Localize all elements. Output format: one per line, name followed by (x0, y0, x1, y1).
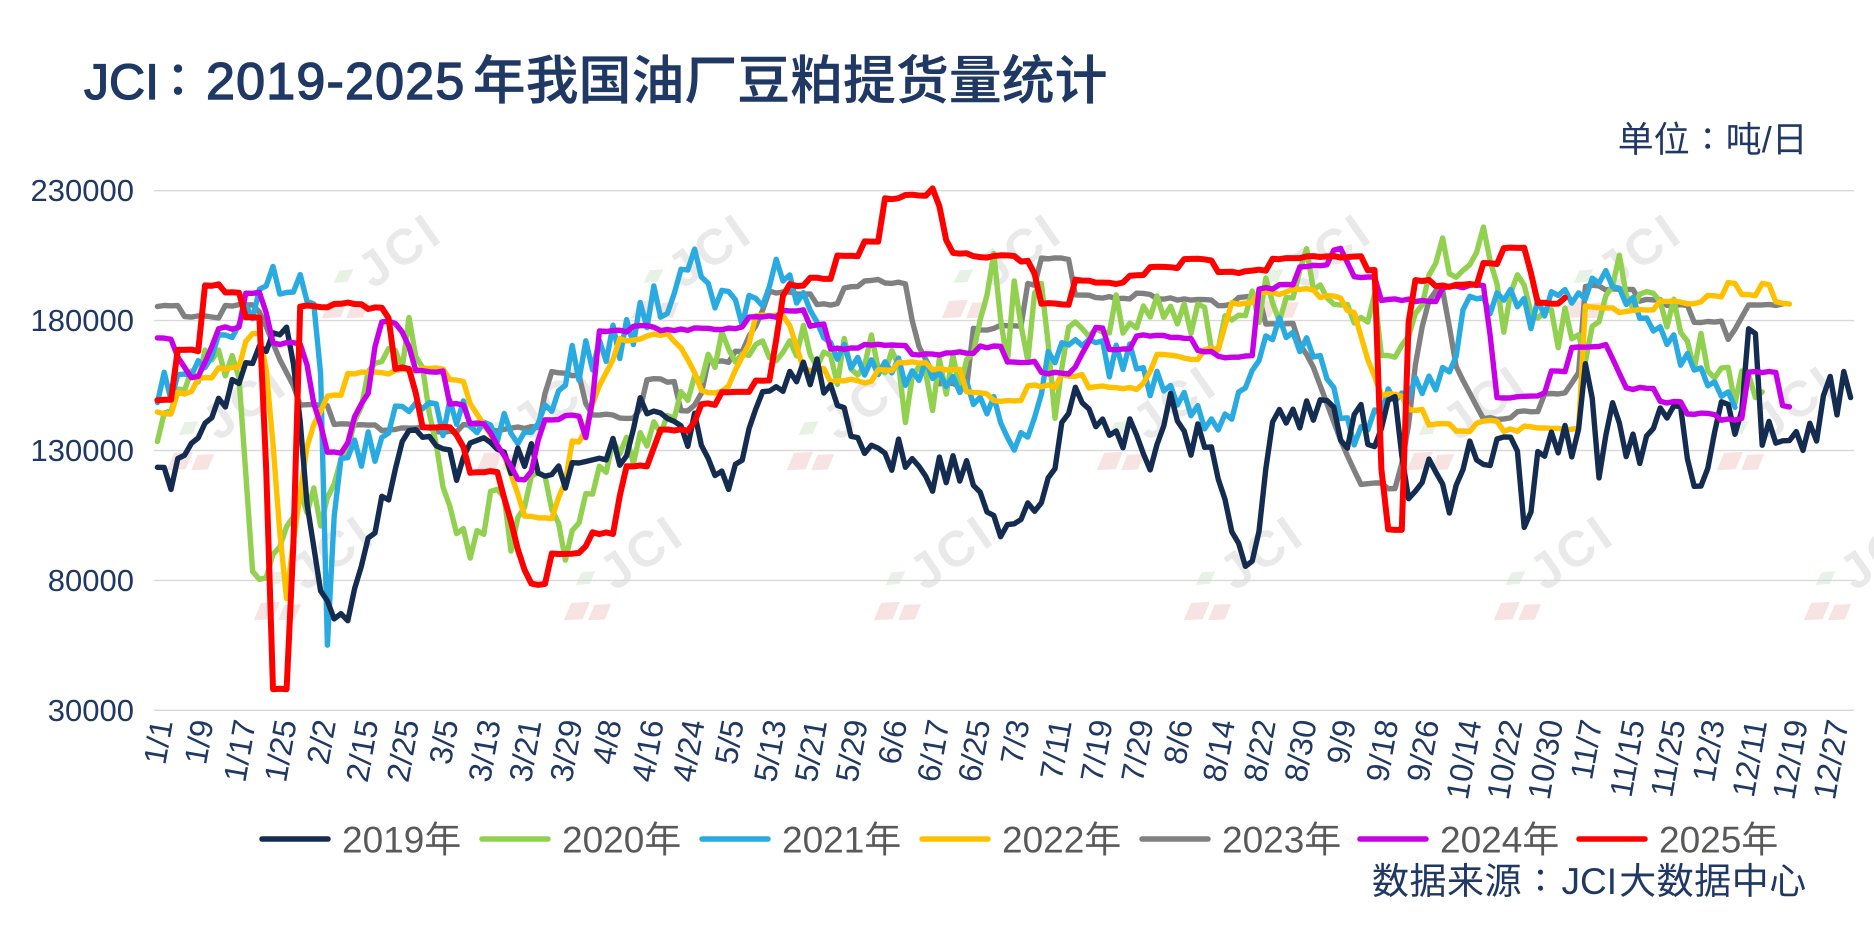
svg-text:2023: 2023 (1222, 820, 1304, 861)
svg-text:230000: 230000 (31, 173, 134, 208)
svg-text:6/6: 6/6 (871, 717, 914, 767)
svg-text:4/8: 4/8 (585, 717, 628, 767)
svg-text:2020: 2020 (562, 820, 644, 861)
svg-text:2019-2025: 2019-2025 (206, 53, 465, 111)
svg-text:30000: 30000 (48, 693, 134, 728)
svg-text:3/5: 3/5 (422, 717, 465, 767)
svg-text:/: / (1762, 119, 1772, 160)
svg-text:JCI: JCI (84, 54, 159, 110)
svg-text:2025: 2025 (1659, 820, 1741, 861)
svg-text:2024: 2024 (1440, 820, 1522, 861)
svg-text:7/3: 7/3 (993, 717, 1036, 767)
svg-text:2021: 2021 (782, 820, 864, 861)
svg-text:5/5: 5/5 (708, 717, 751, 767)
svg-text:2/2: 2/2 (300, 717, 343, 767)
svg-text:1/9: 1/9 (177, 717, 220, 767)
svg-text:130000: 130000 (31, 433, 134, 468)
svg-text:9/9: 9/9 (1320, 717, 1363, 767)
svg-text:180000: 180000 (31, 303, 134, 338)
svg-text:2022: 2022 (1002, 820, 1084, 861)
svg-text:2019: 2019 (342, 820, 424, 861)
svg-text:1/1: 1/1 (137, 717, 180, 767)
svg-text:JCI: JCI (1562, 861, 1618, 902)
svg-text:80000: 80000 (48, 563, 134, 598)
svg-text:8/6: 8/6 (1157, 717, 1200, 767)
